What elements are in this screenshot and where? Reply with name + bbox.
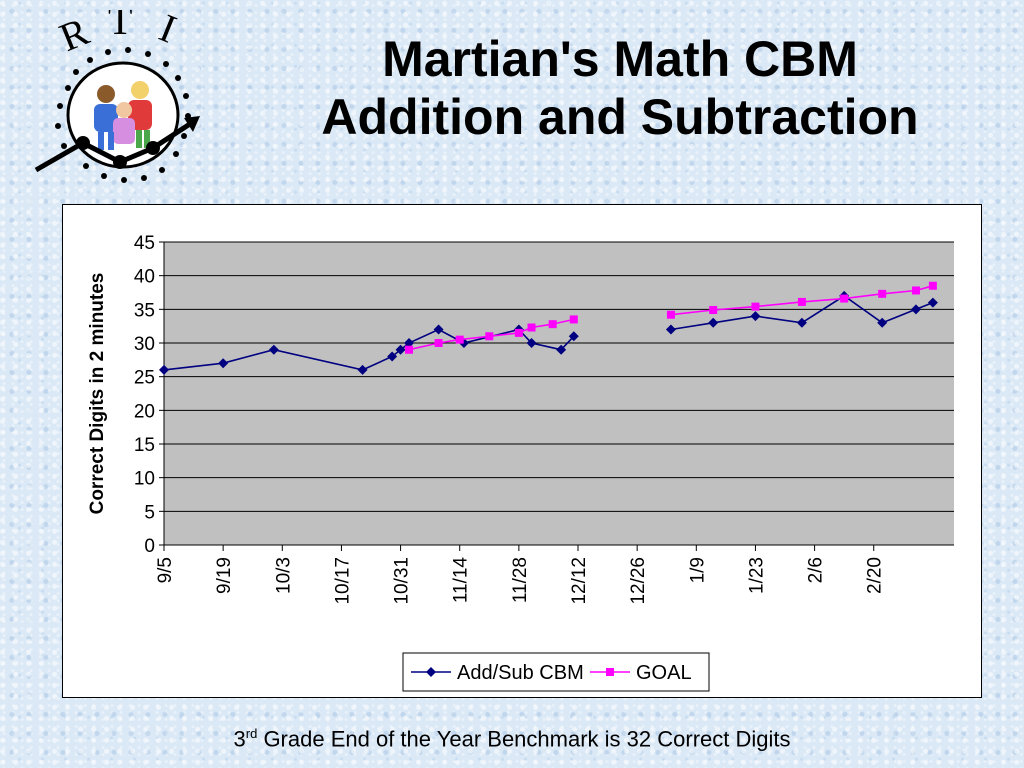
add-sub-cbm-point <box>433 324 444 335</box>
x-tick-label: 2/6 <box>806 557 827 583</box>
goal-point <box>485 332 494 341</box>
x-tick-label: 11/28 <box>510 557 531 603</box>
chart-container: 0 5 10 15 20 25 30 35 40 45 9/5 9/19 10/3 10/17 10/31 1… <box>62 204 982 698</box>
footer-benchmark-text: Grade End of the Year Benchmark is 32 Co… <box>257 726 791 752</box>
goal-point <box>405 345 414 354</box>
add-sub-cbm-point <box>877 317 888 328</box>
logo-ring-dots <box>55 47 191 183</box>
add-sub-cbm-point <box>910 304 921 315</box>
goal-point <box>514 328 523 337</box>
x-tick-label: 12/12 <box>569 557 590 605</box>
children-illustration <box>94 81 152 150</box>
footer-ordinal-suffix: rd <box>245 726 258 741</box>
goal-point <box>911 286 920 295</box>
logo-letter-t: T <box>108 10 132 43</box>
add-sub-cbm-point <box>395 344 406 355</box>
x-tick-label: 9/19 <box>214 557 235 594</box>
x-tick-label: 10/31 <box>392 557 413 605</box>
add-sub-cbm-point <box>665 324 676 335</box>
add-sub-cbm-point <box>708 317 719 328</box>
footer-grade-number: 3 <box>233 726 246 752</box>
logo-arrowhead <box>184 116 200 132</box>
progress-line-chart: 0 5 10 15 20 25 30 35 40 45 9/5 9/19 10/3 10/17 10/31 1… <box>87 233 954 692</box>
rti-logo: R T I <box>28 0 228 195</box>
goal-point <box>709 306 718 315</box>
y-tick-label: 45 <box>134 233 155 254</box>
add-sub-cbm-point <box>568 331 579 342</box>
goal-point <box>666 310 675 319</box>
goal-point <box>840 294 849 303</box>
y-tick-label: 25 <box>134 368 155 389</box>
title-line-1: Martian's Math CBM <box>382 31 858 87</box>
add-sub-cbm-point <box>357 364 368 375</box>
add-sub-cbm-line <box>670 294 934 331</box>
logo-letter-i: I <box>153 10 182 52</box>
y-tick-label: 0 <box>144 536 155 557</box>
goal-point <box>878 289 887 298</box>
add-sub-cbm-point <box>556 344 567 355</box>
add-sub-cbm-point <box>218 358 229 369</box>
add-sub-cbm-point <box>268 344 279 355</box>
x-tick-label: 9/5 <box>155 557 176 583</box>
x-tick-label: 10/3 <box>273 557 294 594</box>
goal-point <box>548 320 557 329</box>
x-tick-label: 1/23 <box>746 557 767 594</box>
legend-marker-add-sub-cbm <box>426 667 436 677</box>
legend-label-add-sub-cbm: Add/Sub CBM <box>457 662 584 684</box>
x-tick-label: 2/20 <box>865 557 886 594</box>
x-tick-label: 10/17 <box>332 557 353 605</box>
plot-area <box>164 242 954 545</box>
y-tick-label: 40 <box>134 267 155 288</box>
goal-line <box>670 285 934 316</box>
add-sub-cbm-point <box>526 338 537 348</box>
legend-label-goal: GOAL <box>636 662 692 684</box>
y-tick-label: 35 <box>134 300 155 321</box>
x-tick-label: 12/26 <box>628 557 649 605</box>
goal-point <box>569 315 578 324</box>
y-tick-label: 5 <box>144 502 155 523</box>
y-axis-title: Correct Digits in 2 minutes <box>87 273 108 515</box>
x-tick-label: 1/9 <box>687 557 708 583</box>
goal-point <box>434 339 443 347</box>
slide-title: Martian's Math CBM Addition and Subtract… <box>230 30 1010 146</box>
add-sub-cbm-point <box>387 351 398 362</box>
legend-marker-goal <box>606 668 614 676</box>
benchmark-footer: 3rd Grade End of the Year Benchmark is 3… <box>0 726 1024 752</box>
x-tick-label: 11/14 <box>451 557 472 604</box>
goal-point <box>928 281 937 290</box>
y-tick-label: 10 <box>134 469 155 490</box>
add-sub-cbm-point <box>404 338 415 348</box>
add-sub-cbm-point <box>159 364 169 375</box>
logo-letter-r: R <box>53 10 95 60</box>
goal-point <box>797 297 806 306</box>
title-line-2: Addition and Subtraction <box>321 89 919 145</box>
add-sub-cbm-point <box>750 311 761 322</box>
legend-box <box>402 652 710 692</box>
add-sub-cbm-point <box>927 297 938 308</box>
goal-point <box>527 323 536 332</box>
goal-point <box>751 302 760 311</box>
y-tick-label: 30 <box>134 334 155 355</box>
goal-point <box>455 335 464 344</box>
y-tick-label: 15 <box>134 435 155 456</box>
add-sub-cbm-point <box>796 317 807 328</box>
y-tick-label: 20 <box>134 401 155 422</box>
